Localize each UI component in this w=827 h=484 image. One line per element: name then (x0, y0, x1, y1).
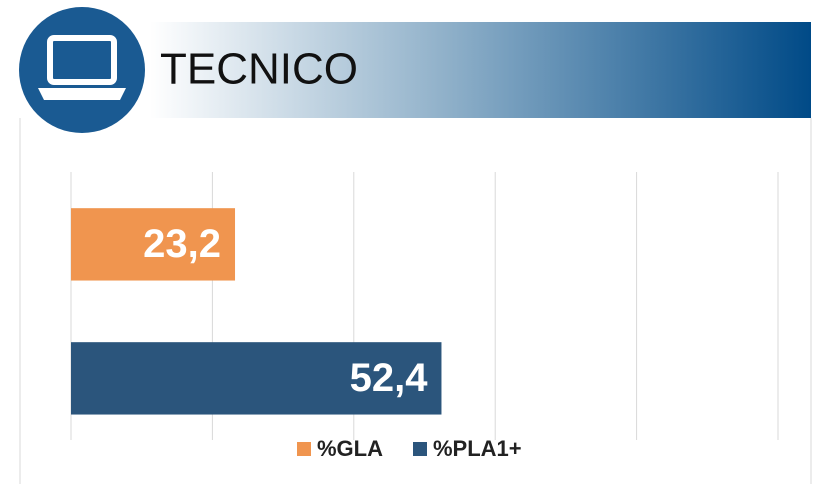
bar (71, 208, 236, 281)
legend-swatch (297, 442, 311, 456)
header-banner (150, 22, 811, 118)
legend-label: %GLA (317, 436, 383, 461)
bar (71, 342, 442, 415)
legend-label: %PLA1+ (433, 436, 522, 461)
legend-swatch (413, 442, 427, 456)
laptop-icon (19, 7, 145, 133)
chart-title: TECNICO (160, 45, 358, 94)
data-label: 23,2 (143, 222, 221, 266)
data-label: 52,4 (350, 356, 429, 400)
